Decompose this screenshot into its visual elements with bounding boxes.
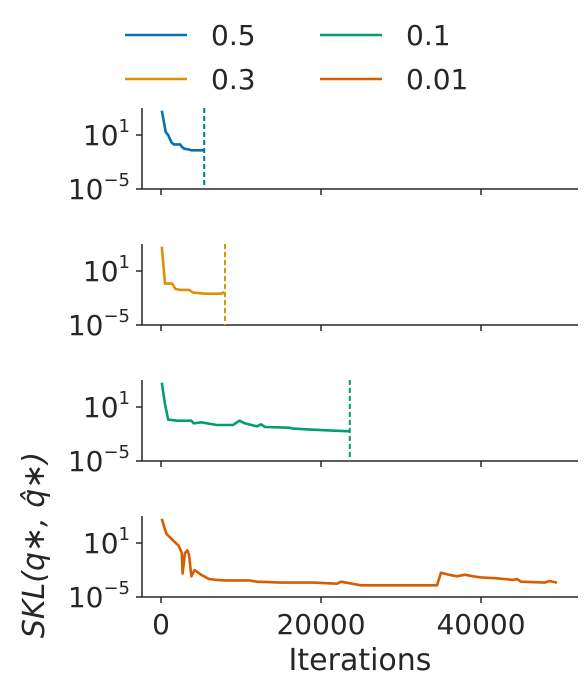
y-axis-title: SKL(q∗, q̂∗)	[17, 452, 52, 638]
legend: 0.5 0.1 0.3 0.01	[125, 19, 468, 96]
legend-entry-0.5: 0.5	[125, 19, 256, 52]
y-tick-label: 101	[83, 116, 130, 152]
legend-label: 0.1	[406, 19, 451, 52]
panel-3: 101 10−5 0 20000 40000	[68, 516, 578, 641]
y-tick-label: 101	[83, 524, 130, 560]
x-tick-label: 20000	[276, 608, 365, 641]
series-line-0.01	[160, 518, 558, 587]
series-line-0.5	[160, 110, 205, 152]
y-tick-label: 101	[83, 252, 130, 288]
panel-0: 101 10−5	[68, 108, 578, 206]
y-tick-label: 10−5	[68, 306, 130, 342]
x-axis-title: Iterations	[289, 643, 432, 678]
panel-2: 101 10−5	[68, 380, 578, 478]
legend-label: 0.5	[211, 19, 256, 52]
y-tick-label: 101	[83, 388, 130, 424]
legend-entry-0.1: 0.1	[320, 19, 451, 52]
legend-label: 0.3	[211, 63, 256, 96]
legend-label: 0.01	[406, 63, 468, 96]
series-line-0.1	[160, 382, 350, 433]
axis-spine	[141, 380, 578, 462]
axis-spine	[141, 108, 578, 190]
panel-1: 101 10−5	[68, 244, 578, 342]
legend-entry-0.3: 0.3	[125, 63, 256, 96]
panels: 101 10−5 101 10−5 101 10−5 101 10−5 0 20000 40000	[68, 108, 578, 641]
axis-spine	[141, 244, 578, 326]
legend-entry-0.01: 0.01	[320, 63, 468, 96]
y-tick-label: 10−5	[68, 170, 130, 206]
y-tick-label: 10−5	[68, 578, 130, 614]
x-tick-label: 40000	[436, 608, 525, 641]
y-tick-label: 10−5	[68, 442, 130, 478]
series-line-0.3	[160, 246, 226, 295]
x-tick-label: 0	[152, 608, 170, 641]
